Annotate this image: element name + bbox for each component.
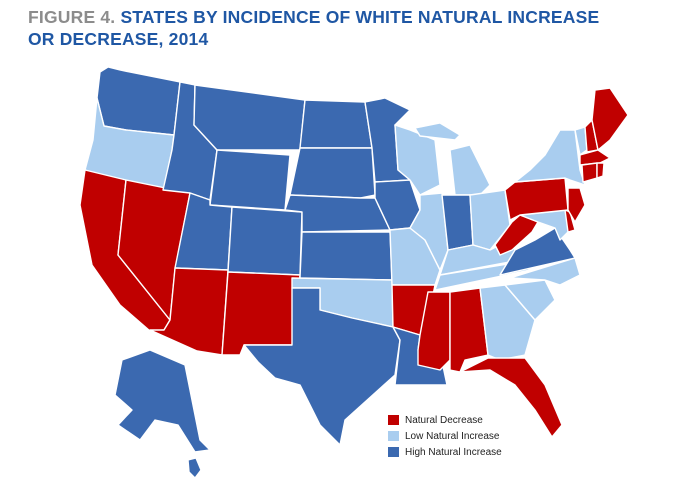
legend-swatch-low-increase (388, 431, 399, 441)
state-sd[interactable] (289, 147, 376, 199)
state-wi[interactable] (394, 124, 441, 196)
state-in[interactable] (441, 194, 474, 251)
state-wv[interactable] (494, 214, 539, 256)
legend-swatch-high-increase (388, 447, 399, 457)
legend-label-decrease: Natural Decrease (405, 414, 483, 426)
state-me[interactable] (591, 87, 629, 151)
state-wy[interactable] (209, 149, 291, 211)
figure-title-text: STATES BY INCIDENCE OF WHITE NATURAL INC… (28, 7, 600, 49)
state-ma[interactable] (579, 149, 611, 166)
state-nd[interactable] (299, 99, 373, 149)
state-tx[interactable] (243, 287, 401, 446)
legend-item-decrease: Natural Decrease (388, 412, 502, 428)
state-ny[interactable] (514, 129, 586, 186)
state-co[interactable] (227, 206, 303, 276)
state-ks[interactable] (299, 231, 393, 281)
state-mt[interactable] (193, 84, 306, 151)
legend-item-low-increase: Low Natural Increase (388, 428, 502, 444)
state-nm[interactable] (221, 271, 301, 356)
state-ri[interactable] (596, 162, 605, 179)
state-sc[interactable] (504, 279, 556, 321)
legend-swatch-decrease (388, 415, 399, 425)
state-hi[interactable] (187, 457, 202, 479)
legend-item-high-increase: High Natural Increase (388, 444, 502, 460)
state-nj[interactable] (567, 187, 586, 223)
state-ct[interactable] (581, 162, 598, 183)
figure-label: FIGURE 4. (28, 7, 116, 27)
state-ne[interactable] (284, 194, 391, 233)
state-fl[interactable] (459, 357, 563, 438)
state-nc[interactable] (509, 257, 581, 286)
state-wa[interactable] (96, 66, 181, 136)
state-ak[interactable] (114, 349, 211, 453)
legend-label-low-increase: Low Natural Increase (405, 430, 500, 442)
figure-title: FIGURE 4. STATES BY INCIDENCE OF WHITE N… (28, 6, 628, 50)
legend-label-high-increase: High Natural Increase (405, 446, 502, 458)
map-legend: Natural Decrease Low Natural Increase Hi… (388, 412, 502, 460)
state-mi[interactable] (414, 122, 491, 196)
